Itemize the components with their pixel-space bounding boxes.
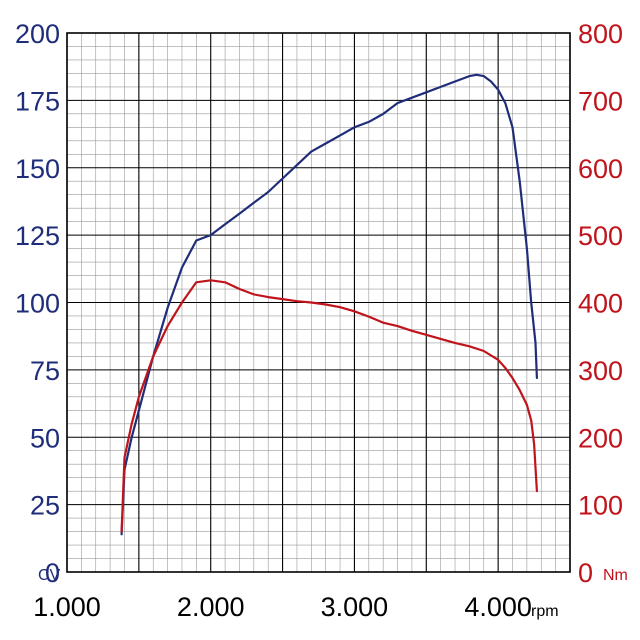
x-axis-tick-label: 2.000 — [177, 592, 245, 622]
series-layer — [120, 73, 538, 536]
right-axis-tick-label: 200 — [578, 423, 623, 453]
left-axis-tick-label: 125 — [15, 221, 60, 251]
torque-curve — [120, 279, 538, 533]
left-axis-tick-label: 100 — [15, 289, 60, 319]
left-axis-unit-label: CV — [38, 567, 61, 584]
left-axis-tick-label: 25 — [30, 491, 60, 521]
right-axis-tick-label: 100 — [578, 491, 623, 521]
right-axis-tick-label: 600 — [578, 154, 623, 184]
right-axis-tick-label: 0 — [578, 558, 593, 588]
x-axis-ticks: 1.000 2.000 3.000 4.000 — [33, 592, 532, 622]
right-axis-tick-label: 500 — [578, 221, 623, 251]
power-curve — [120, 73, 538, 536]
right-axis-tick-label: 400 — [578, 289, 623, 319]
left-axis-tick-label: 200 — [15, 19, 60, 49]
x-axis-unit-label: rpm — [531, 603, 559, 620]
right-axis-tick-label: 800 — [578, 19, 623, 49]
left-axis-tick-label: 150 — [15, 154, 60, 184]
right-axis-ticks: 0 100 200 300 400 500 600 700 800 — [578, 19, 623, 588]
left-axis-ticks: 0 25 50 75 100 125 150 175 200 — [15, 19, 60, 588]
left-axis-tick-label: 75 — [30, 356, 60, 386]
left-axis-tick-label: 50 — [30, 423, 60, 453]
plot-frame — [66, 32, 571, 573]
x-axis-tick-label: 4.000 — [464, 592, 532, 622]
left-axis-tick-label: 175 — [15, 86, 60, 116]
right-axis-unit-label: Nm — [603, 567, 628, 584]
x-axis-tick-label: 1.000 — [33, 592, 101, 622]
x-axis-tick-label: 3.000 — [321, 592, 389, 622]
right-axis-tick-label: 700 — [578, 86, 623, 116]
right-axis-tick-label: 300 — [578, 356, 623, 386]
left-axis-tick-label: 0 — [45, 558, 60, 588]
